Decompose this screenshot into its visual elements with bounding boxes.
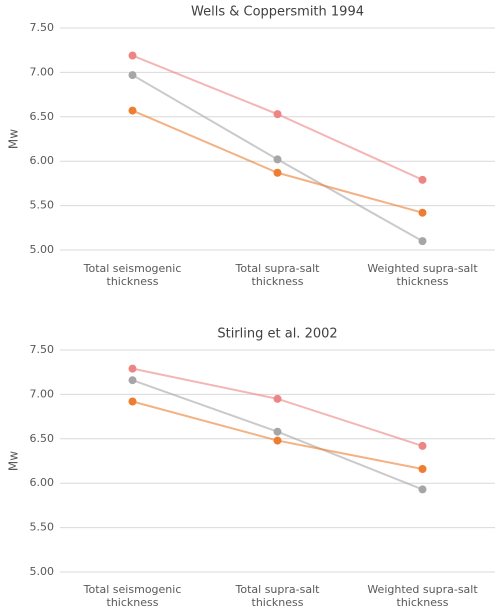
y-tick-label: 5.00	[30, 243, 55, 256]
data-point	[128, 364, 137, 373]
y-axis-label: Mw	[7, 451, 21, 471]
x-tick-label: Weighted supra-salt thickness	[367, 262, 478, 288]
y-tick-label: 6.00	[30, 476, 55, 489]
data-point	[128, 51, 137, 60]
chart-title: Wells & Coppersmith 1994	[191, 5, 364, 20]
y-tick-label: 6.50	[30, 110, 55, 123]
data-point	[418, 175, 427, 184]
data-point	[418, 237, 427, 246]
data-point	[273, 110, 282, 119]
data-point	[273, 427, 282, 436]
y-tick-label: 7.00	[30, 387, 55, 400]
y-tick-label: 7.00	[30, 65, 55, 78]
y-tick-label: 7.50	[30, 21, 55, 34]
y-tick-label: 5.50	[30, 521, 55, 534]
y-tick-label: 6.50	[30, 432, 55, 445]
data-point	[273, 155, 282, 164]
data-point	[273, 436, 282, 445]
data-point	[128, 376, 137, 385]
data-point	[273, 394, 282, 403]
data-point	[128, 397, 137, 406]
y-axis-label: Mw	[7, 129, 21, 149]
chart-title: Stirling et al. 2002	[217, 327, 337, 342]
y-tick-label: 5.00	[30, 565, 55, 578]
y-tick-label: 5.50	[30, 199, 55, 212]
x-tick-label: Total supra-salt thickness	[235, 262, 320, 288]
data-point	[418, 464, 427, 473]
data-point	[128, 71, 137, 80]
y-tick-label: 7.50	[30, 343, 55, 356]
data-point	[273, 168, 282, 177]
x-tick-label: Total seismogenic thickness	[83, 583, 182, 609]
x-tick-label: Weighted supra-salt thickness	[367, 583, 478, 609]
x-tick-label: Total seismogenic thickness	[83, 262, 182, 288]
y-tick-label: 6.00	[30, 154, 55, 167]
data-point	[128, 106, 137, 115]
x-tick-label: Total supra-salt thickness	[235, 583, 320, 609]
data-point	[418, 208, 427, 217]
data-point	[418, 485, 427, 494]
data-point	[418, 441, 427, 450]
